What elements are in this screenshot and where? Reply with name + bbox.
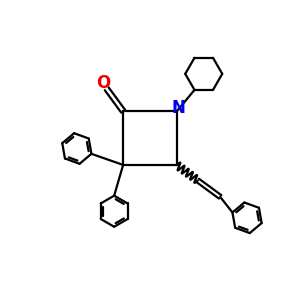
Text: N: N bbox=[171, 99, 185, 117]
Text: O: O bbox=[96, 74, 110, 92]
